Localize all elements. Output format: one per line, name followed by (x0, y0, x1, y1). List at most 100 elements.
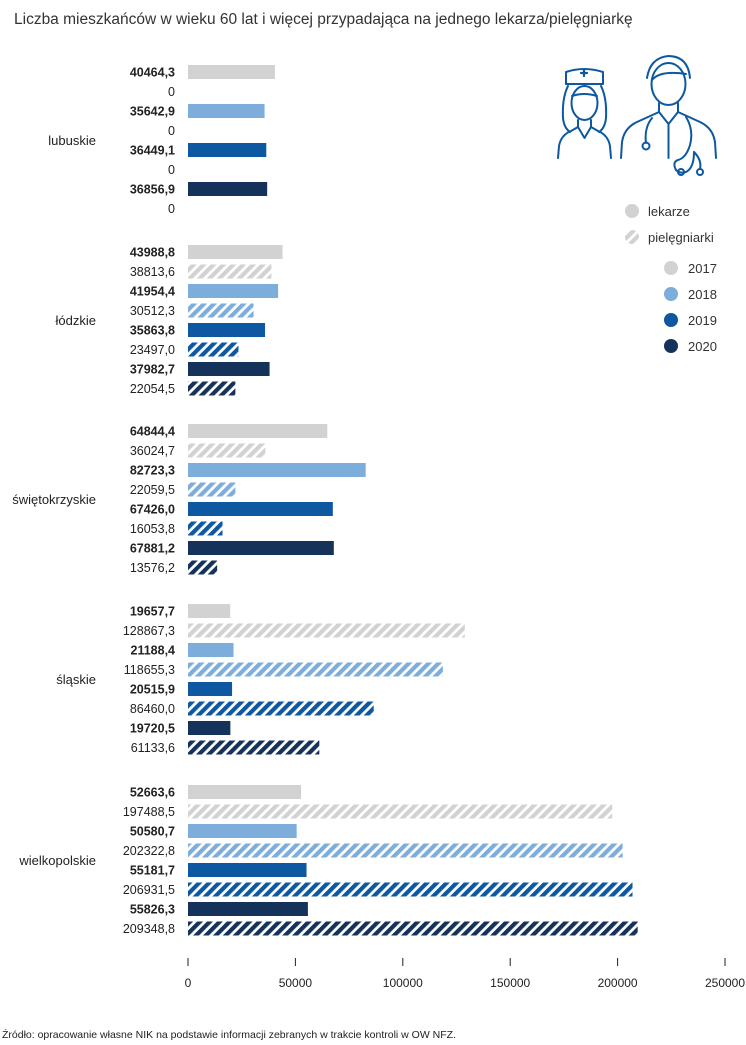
bar-lubuskie-2019-lekarze (188, 143, 267, 157)
data-label: 19720,5 (130, 722, 175, 736)
data-label: 36856,9 (130, 183, 175, 197)
chart-title: Liczba mieszkańców w wieku 60 lat i więc… (14, 11, 633, 28)
bar-swietokrzyskie-2017-pielegniarki (188, 443, 266, 458)
data-label: 52663,6 (130, 786, 175, 800)
data-label: 40464,3 (130, 66, 175, 80)
legend-swatch-2018 (664, 287, 678, 301)
bar-slaskie-2018-pielegniarki (188, 662, 443, 677)
legend-swatch-lekarze (625, 204, 639, 218)
region-group-wielkopolskie: 52663,6 197488,5 50580,7 202322,8 55181,7 206… (18, 785, 638, 936)
bar-swietokrzyskie-2020-lekarze (188, 541, 334, 555)
legend-label-2020: 2020 (688, 339, 717, 354)
data-label: 13576,2 (130, 561, 175, 575)
data-label: 0 (168, 124, 175, 138)
x-tick-label: 150000 (490, 976, 530, 990)
source-note: Źródło: opracowanie własne NIK na podsta… (2, 1028, 456, 1041)
bar-lubuskie-2018-lekarze (188, 104, 265, 118)
data-label: 43988,8 (130, 246, 175, 260)
legend-label-pielegniarki: pielęgniarki (648, 230, 714, 245)
bar-wielkopolskie-2017-lekarze (188, 785, 302, 799)
x-tick-label: 100000 (383, 976, 423, 990)
data-label: 35642,9 (130, 105, 175, 119)
legend-swatch-2020 (664, 339, 678, 353)
data-label: 86460,0 (130, 702, 175, 716)
legend: lekarze pielęgniarki 2017 2018 2019 2020 (625, 204, 717, 354)
data-label: 36024,7 (130, 444, 175, 458)
data-label: 55826,3 (130, 903, 175, 917)
data-label: 16053,8 (130, 522, 175, 536)
legend-swatch-2019 (664, 313, 678, 327)
data-label: 64844,4 (130, 425, 175, 439)
bar-swietokrzyskie-2020-pielegniarki (188, 560, 218, 575)
bar-slaskie-2019-pielegniarki (188, 701, 374, 716)
bar-wielkopolskie-2018-pielegniarki (188, 843, 623, 858)
data-label: 22059,5 (130, 483, 175, 497)
data-label: 19657,7 (130, 605, 175, 619)
legend-label-2019: 2019 (688, 313, 717, 328)
legend-swatch-pielegniarki (625, 230, 639, 244)
bar-slaskie-2017-lekarze (188, 604, 231, 618)
bar-slaskie-2017-pielegniarki (188, 623, 465, 638)
data-label: 128867,3 (123, 624, 175, 638)
data-label: 67881,2 (130, 542, 175, 556)
bar-slaskie-2019-lekarze (188, 682, 233, 696)
region-group-lubuskie: 40464,3 0 35642,9 0 36449,1 0 36856,9 0 lubuskie (48, 65, 275, 216)
bar-wielkopolskie-2017-pielegniarki (188, 804, 613, 819)
data-label: 61133,6 (131, 741, 175, 755)
x-tick-label: 200000 (598, 976, 638, 990)
bar-slaskie-2020-lekarze (188, 721, 231, 735)
data-label: 82723,3 (130, 464, 175, 478)
data-label: 0 (168, 202, 175, 216)
bar-wielkopolskie-2019-pielegniarki (188, 882, 633, 897)
bar-wielkopolskie-2020-pielegniarki (188, 921, 638, 936)
data-label: 21188,4 (131, 644, 176, 658)
data-label: 55181,7 (130, 864, 175, 878)
data-label: 37982,7 (130, 363, 175, 377)
bar-swietokrzyskie-2019-lekarze (188, 502, 333, 516)
bar-swietokrzyskie-2018-lekarze (188, 463, 366, 477)
data-label: 35863,8 (130, 324, 175, 338)
data-label: 118655,3 (124, 663, 175, 677)
data-label: 0 (168, 85, 175, 99)
data-label: 0 (168, 163, 175, 177)
data-label: 36449,1 (130, 144, 175, 158)
bar-swietokrzyskie-2018-pielegniarki (188, 482, 236, 497)
bar-lubuskie-2017-lekarze (188, 65, 275, 79)
data-label: 67426,0 (130, 503, 175, 517)
medical-staff-icon (557, 55, 717, 176)
bar-lodzkie-2017-lekarze (188, 245, 283, 259)
data-label: 197488,5 (123, 805, 175, 819)
data-label: 202322,8 (123, 844, 175, 858)
region-label: lubuskie (48, 133, 96, 148)
bar-lodzkie-2020-pielegniarki (188, 381, 236, 396)
x-tick-label: 0 (185, 976, 192, 990)
x-tick-label: 50000 (279, 976, 313, 990)
bar-lodzkie-2017-pielegniarki (188, 264, 272, 279)
data-label: 41954,4 (130, 285, 175, 299)
bar-wielkopolskie-2019-lekarze (188, 863, 307, 877)
data-label: 20515,9 (130, 683, 175, 697)
data-label: 38813,6 (130, 265, 175, 279)
bar-lodzkie-2019-lekarze (188, 323, 266, 337)
bar-lodzkie-2019-pielegniarki (188, 342, 239, 357)
bar-swietokrzyskie-2017-lekarze (188, 424, 328, 438)
data-label: 209348,8 (123, 922, 175, 936)
legend-label-lekarze: lekarze (648, 204, 690, 219)
legend-swatch-2017 (664, 261, 678, 275)
data-label: 30512,3 (130, 304, 175, 318)
x-axis: 0 50000 100000 150000 200000 250000 (185, 958, 745, 990)
region-label: łódzkie (56, 313, 96, 328)
bar-slaskie-2018-lekarze (188, 643, 234, 657)
bar-lodzkie-2018-pielegniarki (188, 303, 254, 318)
bar-swietokrzyskie-2019-pielegniarki (188, 521, 223, 536)
plot-area: 40464,3 0 35642,9 0 36449,1 0 36856,9 0 lubuskie… (12, 65, 638, 936)
legend-label-2017: 2017 (688, 261, 717, 276)
data-label: 23497,0 (130, 343, 175, 357)
region-label: świętokrzyskie (12, 492, 96, 507)
data-label: 22054,5 (130, 382, 175, 396)
x-tick-label: 250000 (705, 976, 745, 990)
data-label: 206931,5 (123, 883, 175, 897)
region-group-lodzkie: 43988,8 38813,6 41954,4 30512,3 35863,8 23497… (56, 245, 283, 396)
bar-lubuskie-2020-lekarze (188, 182, 268, 196)
